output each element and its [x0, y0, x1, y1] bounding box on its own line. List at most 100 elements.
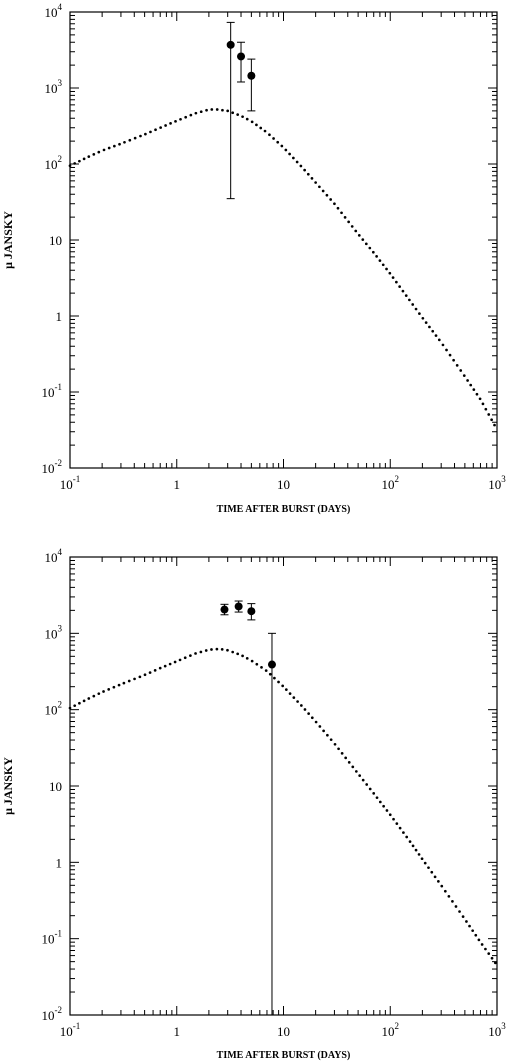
- x-axis-label: TIME AFTER BURST (DAYS): [217, 504, 351, 515]
- data-point: [247, 603, 256, 621]
- x-tick-exponent: -1: [73, 1021, 81, 1031]
- curve-dot: [158, 666, 162, 670]
- curve-dot: [154, 128, 157, 132]
- curve-dot: [199, 650, 203, 654]
- curve-dot: [480, 943, 484, 946]
- curve-dot: [408, 298, 411, 302]
- curve-dot: [107, 146, 111, 150]
- curve-dot: [466, 379, 469, 382]
- y-tick-exponent: 3: [58, 78, 63, 88]
- curve-dot: [351, 765, 355, 769]
- curve-dot: [143, 673, 147, 677]
- y-tick-label: 103: [45, 78, 63, 96]
- curve-dot: [68, 164, 72, 168]
- y-tick-base: 10: [49, 779, 62, 794]
- curve-dot: [333, 742, 337, 746]
- curve-dot: [326, 733, 329, 737]
- y-tick-base: 10: [49, 233, 62, 248]
- curve-dot: [73, 704, 77, 708]
- curve-dot: [68, 706, 72, 710]
- curve-dot: [259, 126, 263, 130]
- curve-dot: [440, 884, 444, 888]
- curve-dot: [245, 117, 249, 121]
- curve-dot: [153, 668, 157, 672]
- curve-dot: [469, 383, 473, 387]
- y-tick-exponent: 2: [58, 700, 63, 710]
- y-tick-exponent: -2: [55, 458, 63, 468]
- curve-dot: [364, 242, 368, 246]
- y-tick-base: 10: [42, 461, 55, 476]
- curve-dot: [398, 285, 401, 288]
- y-tick-base: 10: [45, 703, 58, 718]
- curve-dot: [280, 144, 284, 148]
- curve-dot: [395, 822, 399, 826]
- curve-dot: [477, 938, 481, 942]
- y-tick-base: 10: [42, 932, 55, 947]
- y-tick-base: 10: [42, 1008, 55, 1023]
- curve-dot: [321, 189, 325, 193]
- curve-dot: [388, 271, 392, 275]
- curve-dot: [284, 688, 288, 692]
- curve-dot: [361, 238, 365, 241]
- x-tick-exponent: 2: [395, 1021, 400, 1031]
- curve-dot: [117, 683, 121, 687]
- x-tick-base: 10: [488, 1024, 501, 1039]
- curve-dot: [445, 348, 448, 352]
- x-tick-base: 1: [174, 1024, 181, 1039]
- curve-dot: [398, 826, 402, 830]
- y-tick-base: 10: [45, 157, 58, 172]
- curve-dot: [174, 119, 177, 123]
- curve-dot: [277, 680, 280, 684]
- curve-dot: [462, 374, 466, 377]
- x-tick-label: 10-1: [60, 1021, 81, 1039]
- curve-dot: [418, 312, 421, 315]
- curve-dot: [395, 280, 398, 284]
- curve-dot: [431, 329, 435, 333]
- curve-dot: [487, 413, 491, 416]
- curve-dot: [127, 679, 131, 683]
- x-tick-base: 10: [382, 1024, 395, 1039]
- curve-dot: [87, 155, 91, 158]
- y-tick-label: 10-1: [42, 382, 63, 400]
- curve-dot: [314, 181, 317, 184]
- x-tick-exponent: 3: [501, 474, 506, 484]
- curve-dot: [378, 259, 382, 262]
- curve-dot: [245, 656, 249, 660]
- curve-dot: [388, 813, 392, 817]
- curve-dot: [221, 108, 224, 112]
- x-tick-base: 10: [60, 1024, 73, 1039]
- x-tick-label: 102: [382, 1021, 400, 1039]
- curve-dot: [199, 110, 203, 114]
- x-tick-label: 10: [277, 1024, 290, 1039]
- curve-dot: [421, 316, 425, 320]
- curve-dot: [318, 725, 322, 728]
- data-marker: [234, 602, 243, 611]
- curve-dot: [159, 126, 162, 129]
- curve-dot: [404, 294, 408, 297]
- curve-dot: [210, 648, 213, 651]
- curve-dot: [391, 276, 395, 279]
- curve-dot: [133, 677, 136, 681]
- curve-dot: [264, 669, 268, 672]
- curve-dot: [354, 770, 358, 773]
- curve-dot: [288, 152, 291, 156]
- curve-dot: [441, 343, 445, 347]
- x-tick-base: 10: [488, 477, 501, 492]
- data-point: [220, 603, 229, 616]
- curve-dot: [318, 185, 321, 189]
- curve-dot: [357, 234, 361, 237]
- curve-dot: [164, 124, 167, 127]
- curve-dot: [375, 255, 378, 258]
- curve-dot: [292, 156, 295, 160]
- y-tick-label: 102: [45, 700, 63, 718]
- curve-dot: [102, 148, 106, 152]
- curve-dot: [118, 142, 121, 146]
- curve-dot: [250, 659, 254, 663]
- curve-dot: [148, 671, 152, 674]
- y-tick-base: 10: [45, 81, 58, 96]
- curve-dot: [82, 157, 86, 161]
- curve-dot: [484, 407, 488, 411]
- curve-dot: [272, 137, 275, 140]
- x-tick-label: 102: [382, 474, 400, 492]
- curve-dot: [113, 144, 116, 148]
